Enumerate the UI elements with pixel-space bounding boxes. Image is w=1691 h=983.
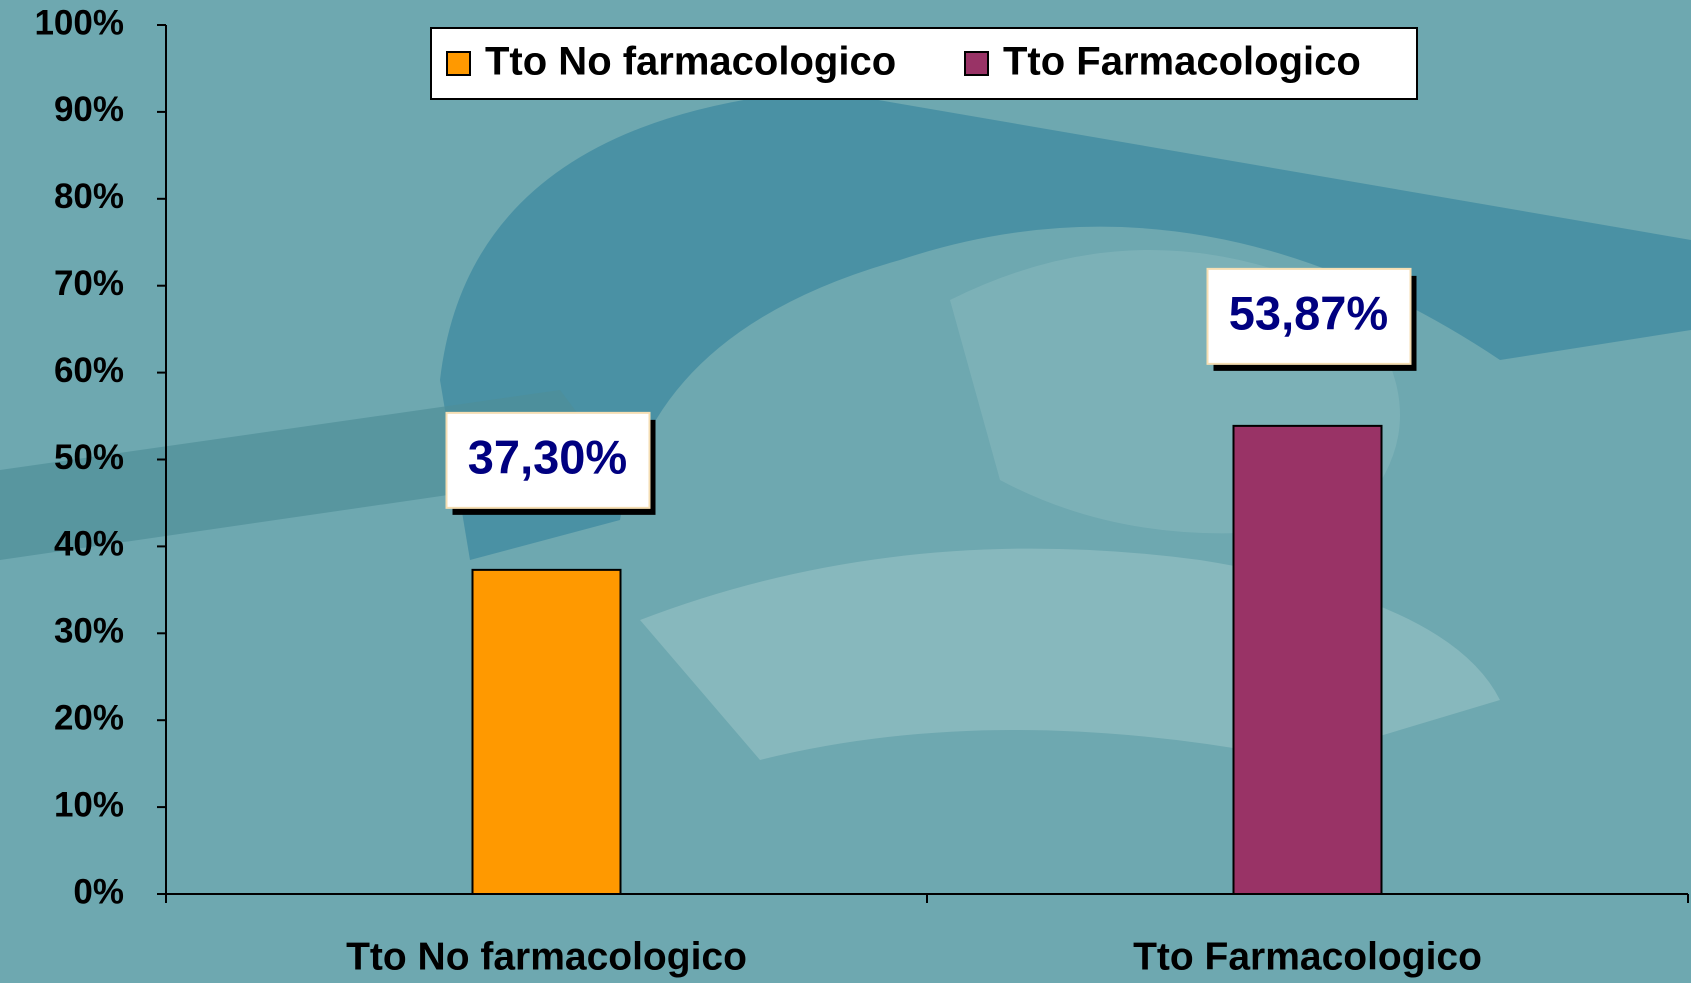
legend-swatch (965, 52, 988, 75)
bar (473, 570, 621, 894)
x-tick-label: Tto Farmacologico (1133, 935, 1482, 978)
value-label: 53,87% (1229, 286, 1388, 339)
y-tick-label: 0% (73, 872, 124, 911)
y-tick-label: 60% (54, 351, 124, 390)
y-tick-label: 50% (54, 438, 124, 477)
legend-swatch (447, 52, 470, 75)
bar (1234, 426, 1382, 894)
y-tick-label: 70% (54, 264, 124, 303)
chart: 0% 10% 20% 30% 40% 50% 60% 70% 80% 90% 100% Tto No … (0, 0, 1691, 983)
legend-label: Tto Farmacologico (1003, 40, 1361, 84)
y-tick-label: 30% (54, 612, 124, 651)
y-tick-label: 10% (54, 785, 124, 824)
x-tick-label: Tto No farmacologico (346, 935, 747, 978)
y-tick-label: 100% (34, 3, 124, 42)
value-label: 37,30% (468, 430, 627, 483)
y-tick-label: 20% (54, 698, 124, 737)
y-tick-label: 40% (54, 525, 124, 564)
y-tick-label: 90% (54, 90, 124, 129)
legend-label: Tto No farmacologico (485, 40, 896, 84)
y-tick-label: 80% (54, 177, 124, 216)
